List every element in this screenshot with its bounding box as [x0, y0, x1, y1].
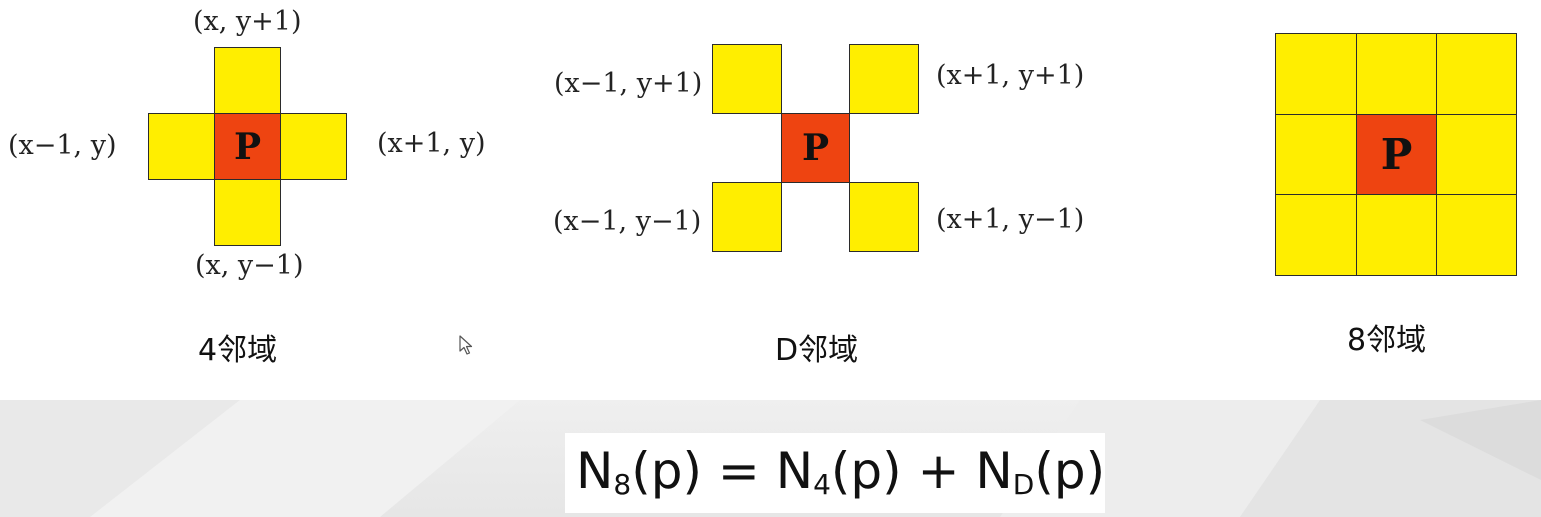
d-center-label: P	[801, 127, 830, 169]
formula-n4: N4(p)	[775, 442, 902, 501]
eight-cell-bottom	[1356, 194, 1437, 276]
eight-center-label: P	[1380, 129, 1413, 179]
d-label-bottom-left: (x−1, y−1)	[553, 206, 702, 237]
eight-cell-left	[1275, 114, 1357, 195]
four-label-bottom: (x, y−1)	[195, 250, 304, 281]
four-cell-bottom	[214, 179, 281, 246]
four-label-left: (x−1, y)	[8, 130, 117, 161]
eight-cell-top	[1356, 33, 1437, 115]
four-cell-center: P	[214, 113, 281, 180]
formula-n8: N8(p)	[576, 442, 702, 501]
eight-cell-bottom-left	[1275, 194, 1357, 276]
formula: N8(p) = N4(p) + ND(p)	[576, 431, 1105, 511]
eight-cell-center: P	[1356, 114, 1437, 195]
formula-box	[565, 433, 1105, 513]
d-label-bottom-right: (x+1, y−1)	[936, 204, 1085, 235]
d-cell-center: P	[781, 113, 850, 183]
four-center-label: P	[233, 125, 262, 168]
four-label-top: (x, y+1)	[193, 6, 302, 37]
d-cell-bottom-left	[712, 182, 782, 252]
four-cell-left	[148, 113, 215, 180]
eight-cell-bottom-right	[1436, 194, 1517, 276]
formula-plus: +	[901, 442, 976, 500]
d-label-top-right: (x+1, y+1)	[936, 60, 1085, 91]
eight-cell-right	[1436, 114, 1517, 195]
eight-neighborhood-caption: 8邻域	[1347, 323, 1427, 358]
background-facets	[0, 400, 1541, 517]
four-cell-right	[280, 113, 347, 180]
d-cell-bottom-right	[849, 182, 919, 252]
eight-cell-top-right	[1436, 33, 1517, 115]
four-label-right: (x+1, y)	[377, 128, 486, 159]
eight-cell-top-left	[1275, 33, 1357, 115]
mouse-pointer-icon	[459, 335, 473, 355]
formula-nd: ND(p)	[975, 442, 1106, 501]
d-cell-top-right	[849, 44, 919, 114]
four-neighborhood-caption: 4邻域	[198, 333, 278, 368]
four-cell-top	[214, 47, 281, 114]
d-cell-top-left	[712, 44, 782, 114]
d-neighborhood-caption: D邻域	[775, 333, 859, 368]
d-label-top-left: (x−1, y+1)	[554, 68, 703, 99]
formula-equals: =	[702, 442, 776, 500]
